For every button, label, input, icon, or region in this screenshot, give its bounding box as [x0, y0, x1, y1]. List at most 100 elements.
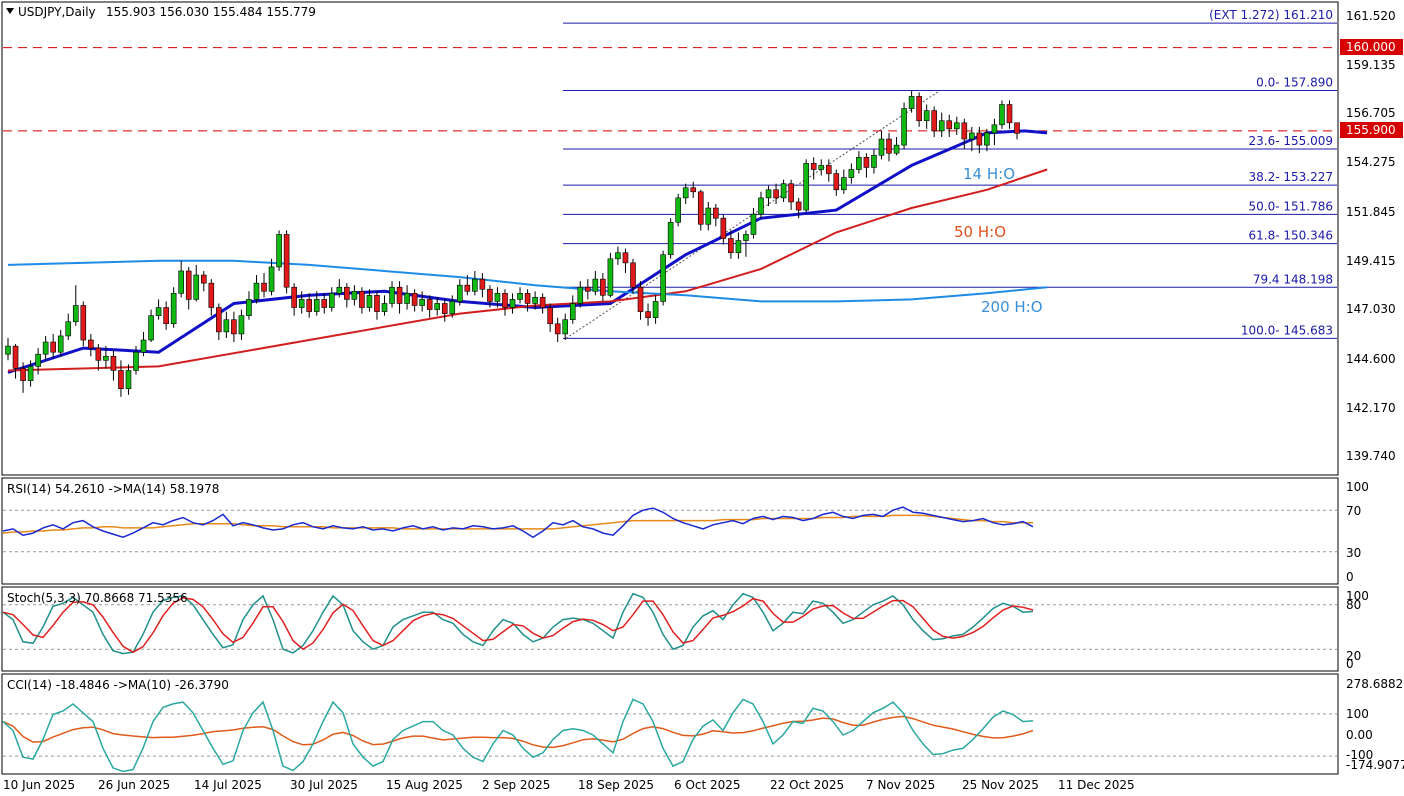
candle-body: [637, 286, 644, 312]
candle-body: [464, 284, 471, 292]
date-tick: 18 Sep 2025: [578, 778, 654, 792]
candle-body: [155, 307, 162, 316]
fib-level-label: 79.4 148.198: [1253, 272, 1333, 286]
candle-body: [246, 299, 252, 316]
candle-body: [953, 122, 960, 130]
candle-body: [35, 353, 41, 367]
fib-level-label: 23.6- 155.009: [1249, 134, 1334, 148]
candle-body: [848, 169, 855, 178]
candle-body: [125, 370, 132, 390]
stoch-tick: 20: [1346, 649, 1361, 663]
candle-body: [253, 282, 260, 300]
current-price-label: 155.900: [1346, 123, 1396, 137]
candle-body: [713, 207, 719, 219]
candle-body: [328, 293, 335, 308]
candle-body: [148, 315, 154, 341]
price-tick: 159.135: [1346, 58, 1396, 72]
rsi-tick: 70: [1346, 504, 1361, 518]
fib-level-label: 0.0- 157.890: [1256, 76, 1333, 90]
candle-body: [969, 132, 975, 140]
candle-body: [788, 183, 794, 203]
candle-body: [810, 163, 817, 170]
candle-body: [57, 335, 64, 353]
candle-body: [411, 293, 418, 306]
candle-body: [743, 234, 749, 241]
candle-body: [833, 173, 840, 191]
main-panel-frame: [1, 1, 1339, 476]
candle-body: [170, 293, 177, 325]
price-tick: 142.170: [1346, 401, 1396, 415]
date-tick: 30 Jul 2025: [290, 778, 358, 792]
candle-body: [600, 278, 606, 296]
candle-body: [366, 295, 373, 308]
candle-body: [396, 286, 403, 304]
cci-ma-line: [2, 715, 1034, 749]
candle-body: [539, 297, 546, 308]
candle-body: [133, 351, 139, 371]
stoch-plot-layer: [2, 592, 1337, 655]
candle-body: [5, 345, 11, 355]
candle-body: [313, 299, 320, 312]
stoch-tick: 0: [1346, 657, 1354, 671]
candle-body: [80, 305, 87, 341]
candle-body: [946, 120, 953, 130]
date-tick: 7 Nov 2025: [866, 778, 935, 792]
current-price-marker: [1340, 122, 1403, 138]
candle-body: [569, 303, 576, 321]
cci-label: CCI(14) -18.4846 ->MA(10) -26.3790: [7, 678, 229, 692]
candle-body: [825, 165, 832, 174]
candle-body: [577, 286, 584, 304]
candle-body: [878, 138, 885, 156]
candle-body: [984, 132, 990, 146]
cci-panel-frame: [1, 673, 1339, 775]
candle-body: [27, 366, 34, 381]
candle-body: [291, 286, 297, 308]
candle-body: [42, 341, 49, 355]
candle-body: [65, 321, 72, 337]
candle-body: [434, 303, 441, 310]
ma200-label: 200 H:O: [981, 298, 1043, 316]
rsi-tick: 30: [1346, 546, 1361, 560]
candle-body: [20, 368, 26, 381]
ohlc-readout: 155.903 156.030 155.484 155.779: [106, 5, 316, 19]
candle-body: [607, 258, 614, 296]
candle-body: [238, 315, 245, 335]
candle-body: [735, 240, 742, 254]
date-tick: 6 Oct 2025: [674, 778, 741, 792]
stoch-label: Stoch(5,3,3) 70.8668 71.5356: [7, 591, 188, 605]
candle-body: [615, 252, 621, 260]
candle-body: [856, 156, 862, 170]
candle-body: [50, 341, 56, 353]
candle-body: [931, 110, 937, 132]
candle-body: [509, 299, 516, 308]
date-tick: 11 Dec 2025: [1058, 778, 1135, 792]
cci-tick: 100: [1346, 707, 1369, 721]
candle-body: [268, 266, 275, 292]
price-tick: 144.600: [1346, 352, 1396, 366]
candle-body: [547, 307, 553, 325]
candle-body: [976, 132, 983, 146]
candle-body: [893, 144, 900, 154]
stoch-tick: 100: [1346, 589, 1369, 603]
candle-body: [961, 122, 968, 140]
candle-body: [532, 297, 538, 304]
candle-body: [72, 305, 79, 323]
price-tick: 156.705: [1346, 106, 1396, 120]
candle-body: [163, 307, 169, 325]
candle-body: [517, 293, 523, 300]
cci-plot-layer: [2, 698, 1337, 773]
cci-tick: 0.00: [1346, 728, 1373, 742]
candle-body: [502, 293, 508, 308]
stoch-main-line: [2, 592, 1034, 655]
fib-level-label: 61.8- 150.346: [1249, 229, 1334, 243]
candle-body: [841, 177, 847, 191]
candle-body: [298, 299, 305, 308]
candle-body: [728, 238, 734, 254]
candle-body: [118, 370, 124, 390]
level-160-marker: [1340, 39, 1403, 55]
dropdown-triangle-icon[interactable]: [6, 8, 14, 14]
candle-body: [773, 189, 779, 199]
date-tick: 10 Jun 2025: [3, 778, 75, 792]
cci-axis: 278.6882 100 0.00 -100 -174.9077: [1346, 677, 1404, 772]
